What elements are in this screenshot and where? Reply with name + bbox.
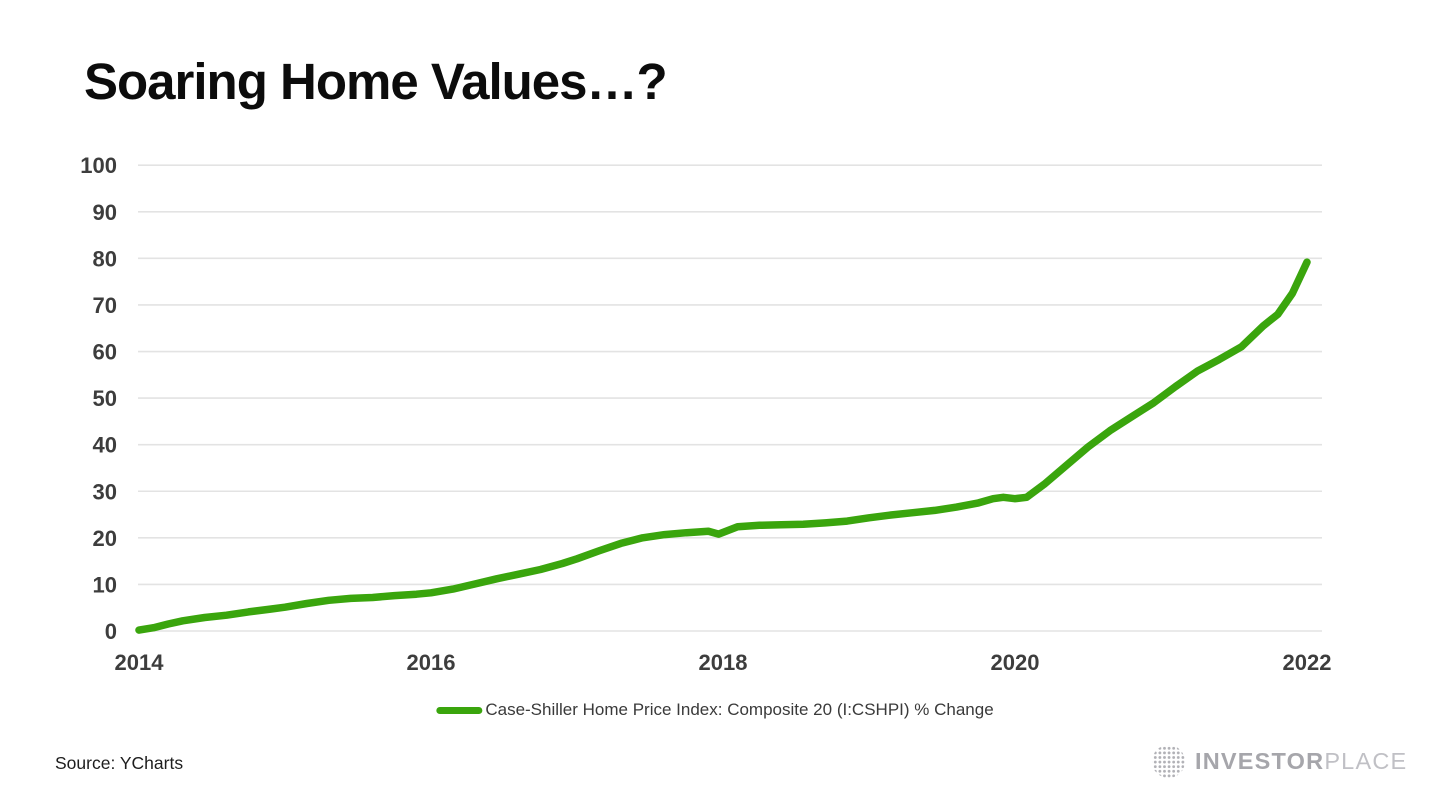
chart-title: Soaring Home Values…? [84, 53, 668, 110]
y-tick-label: 0 [105, 619, 117, 644]
y-tick-label: 80 [93, 246, 117, 271]
wordmark-investor: INVESTOR [1195, 748, 1325, 774]
y-tick-label: 50 [93, 386, 117, 411]
series-line [135, 258, 1311, 634]
investorplace-wordmark: INVESTORPLACE [1195, 748, 1407, 775]
globe-icon [1152, 745, 1185, 778]
y-tick-label: 30 [93, 479, 117, 504]
x-tick-label: 2016 [407, 650, 456, 675]
y-tick-label: 20 [93, 526, 117, 551]
y-tick-label: 90 [93, 200, 117, 225]
y-tick-label: 100 [80, 153, 117, 178]
x-tick-label: 2014 [115, 650, 165, 675]
legend-label: Case-Shiller Home Price Index: Composite… [485, 700, 994, 719]
y-tick-label: 60 [93, 340, 117, 365]
x-tick-label: 2022 [1283, 650, 1332, 675]
x-tick-label: 2020 [991, 650, 1040, 675]
investorplace-logo: INVESTORPLACE [1152, 745, 1407, 778]
chart-legend: Case-Shiller Home Price Index: Composite… [436, 700, 994, 720]
x-tick-label: 2018 [699, 650, 748, 675]
y-tick-label: 40 [93, 433, 117, 458]
legend-line-swatch [436, 706, 483, 714]
wordmark-place: PLACE [1324, 748, 1408, 774]
y-tick-label: 70 [93, 293, 117, 318]
source-note: Source: YCharts [55, 753, 184, 773]
y-tick-label: 10 [93, 572, 117, 597]
